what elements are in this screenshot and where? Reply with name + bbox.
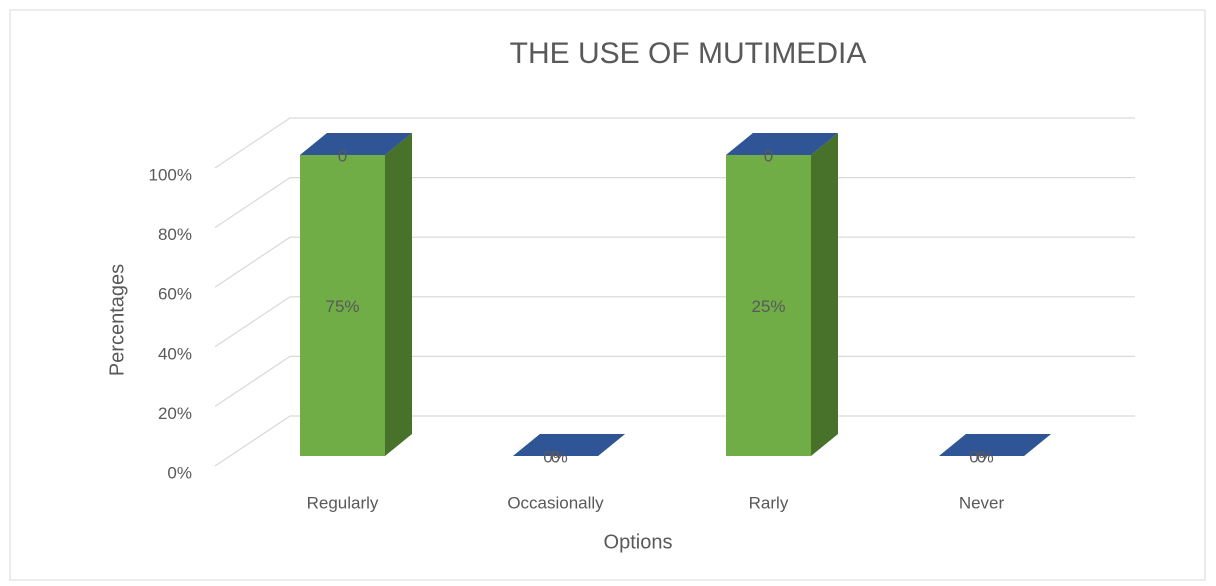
x-axis-title: Options: [604, 531, 673, 553]
bar-side: [811, 133, 838, 456]
grid-line: [214, 236, 1135, 288]
data-label: 75%: [325, 297, 359, 316]
data-label: 25%: [751, 297, 785, 316]
y-tick-label: 100%: [149, 165, 192, 184]
y-tick-label: 0%: [167, 463, 192, 482]
y-tick-label: 80%: [158, 225, 192, 244]
y-tick-label: 40%: [158, 344, 192, 363]
grid-line: [214, 415, 1135, 467]
y-axis-title: Percentages: [106, 264, 128, 376]
data-label: 0%: [969, 447, 994, 466]
data-label: 0: [551, 447, 560, 466]
x-tick-label: Never: [959, 493, 1005, 512]
grid-line: [214, 177, 1135, 229]
bar-side: [385, 133, 412, 456]
y-tick-label: 60%: [158, 285, 192, 304]
data-label: 0%: [543, 447, 568, 466]
bar-top: [726, 133, 838, 155]
data-label: 0: [764, 146, 773, 165]
bar-front: [726, 155, 811, 456]
y-tick-label: 20%: [158, 404, 192, 423]
data-label: 0: [977, 447, 986, 466]
grid-line: [214, 296, 1135, 348]
data-label: 0: [338, 146, 347, 165]
bar-top: [939, 434, 1051, 456]
bar-front: [300, 155, 385, 456]
grid-line: [214, 117, 1135, 169]
x-tick-label: Rarly: [749, 493, 789, 512]
bar-top: [513, 434, 625, 456]
bar-top: [300, 133, 412, 155]
x-tick-label: Occasionally: [507, 493, 604, 512]
chart-frame: [9, 9, 1206, 581]
x-tick-label: Regularly: [307, 493, 379, 512]
grid-line: [214, 355, 1135, 407]
chart-title: THE USE OF MUTIMEDIA: [510, 37, 867, 70]
